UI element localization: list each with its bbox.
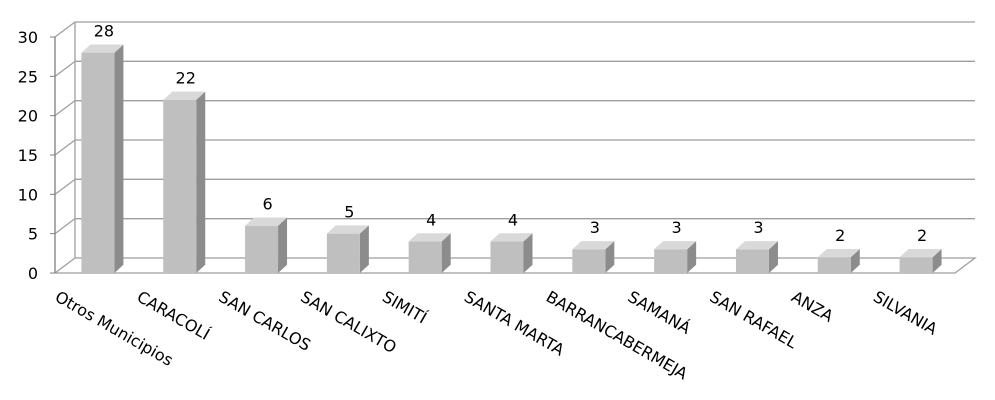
bar — [81, 44, 124, 273]
bar — [163, 91, 206, 273]
y-tick-label: 15 — [18, 146, 38, 165]
bar-top — [654, 241, 697, 250]
gridline-diagonal — [54, 100, 76, 117]
bar-front — [654, 249, 688, 273]
x-axis-category-label: BARRANCABERMEJA — [543, 287, 691, 384]
bar — [326, 225, 369, 273]
bar — [572, 241, 615, 273]
x-axis-category-label: SAN CARLOS — [216, 287, 315, 355]
bar-side — [523, 233, 533, 273]
bar — [490, 233, 533, 273]
bar-top — [81, 44, 124, 53]
bar-side — [114, 44, 124, 273]
x-axis-category-label: SAN RAFAEL — [706, 287, 800, 352]
bar-front — [81, 52, 115, 273]
bar — [408, 233, 451, 273]
gridline-diagonal — [54, 178, 76, 195]
bar — [245, 217, 288, 273]
gridline-diagonal — [54, 60, 76, 77]
bar-top — [163, 91, 206, 100]
bar-side — [605, 241, 615, 273]
data-label: 3 — [672, 218, 682, 237]
bar — [654, 241, 697, 273]
bar-front — [817, 257, 851, 273]
bar-top — [490, 233, 533, 242]
bar-side — [687, 241, 697, 273]
bar-front — [326, 233, 360, 273]
bar-side — [441, 233, 451, 273]
data-label: 3 — [753, 218, 763, 237]
bar-top — [245, 217, 288, 226]
gridline-diagonal — [54, 139, 76, 156]
data-label: 28 — [94, 21, 114, 40]
gridlines — [54, 21, 975, 235]
y-tick-label: 5 — [28, 225, 38, 244]
bar-front — [572, 249, 606, 273]
bar-top — [735, 241, 778, 250]
bar — [899, 249, 942, 273]
bar-front — [163, 99, 197, 273]
data-label: 2 — [917, 226, 927, 245]
bar-top — [572, 241, 615, 250]
y-tick-label: 0 — [28, 264, 38, 283]
bar — [817, 249, 860, 273]
x-axis-category-label: ANZA — [788, 287, 836, 326]
bar-side — [196, 91, 206, 273]
x-axis-category-label: SILVANIA — [870, 287, 941, 339]
data-label: 4 — [426, 210, 436, 229]
data-label: 22 — [176, 69, 196, 88]
data-label: 6 — [262, 195, 272, 214]
bar-side — [278, 217, 288, 273]
data-label: 2 — [835, 226, 845, 245]
bars — [81, 44, 942, 273]
bar-top — [899, 249, 942, 258]
x-axis-category-label: SIMITÍ — [379, 287, 430, 328]
bar-top — [817, 249, 860, 258]
y-axis-tick-labels: 0 5 10 15 20 25 30 — [18, 28, 38, 283]
bar — [735, 241, 778, 273]
bar-side — [850, 249, 860, 273]
data-label: 4 — [508, 210, 518, 229]
y-tick-label: 30 — [18, 28, 38, 47]
bar-front — [408, 241, 442, 273]
bar-front — [490, 241, 524, 273]
bar-front — [245, 225, 279, 273]
bar-side — [768, 241, 778, 273]
y-tick-label: 20 — [18, 107, 38, 126]
bar-top — [326, 225, 369, 234]
gridline-diagonal — [54, 21, 76, 38]
y-tick-label: 10 — [18, 185, 38, 204]
bar-front — [735, 249, 769, 273]
bar-side — [932, 249, 942, 273]
bar-front — [899, 257, 933, 273]
data-label: 3 — [590, 218, 600, 237]
y-tick-label: 25 — [18, 67, 38, 86]
data-label: 5 — [344, 202, 354, 221]
bar-side — [359, 225, 369, 273]
gridline-diagonal — [54, 218, 76, 235]
x-axis-category-label: SAMANÁ — [625, 287, 694, 338]
bar-top — [408, 233, 451, 242]
